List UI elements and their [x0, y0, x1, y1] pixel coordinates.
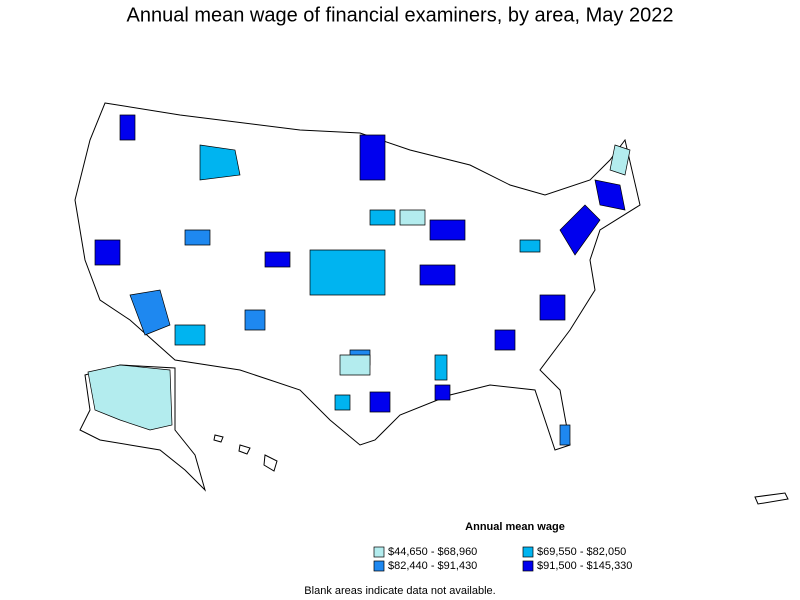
wage-area [429, 219, 466, 241]
wage-area [559, 424, 571, 446]
wage-area [594, 179, 626, 211]
wage-area [399, 209, 426, 226]
wage-area [494, 329, 516, 351]
map-title: Annual mean wage of financial examiners,… [127, 4, 674, 26]
legend-swatch [522, 560, 534, 572]
wage-area [609, 144, 631, 176]
wage-area [174, 324, 206, 346]
legend-swatch [373, 546, 385, 558]
wage-area [369, 391, 391, 413]
legend-swatch [522, 546, 534, 558]
wage-area [539, 294, 566, 321]
map-area [74, 102, 789, 505]
wage-area [264, 251, 291, 268]
wage-area [94, 239, 121, 266]
legend-title: Annual mean wage [465, 521, 565, 533]
wage-area [87, 364, 173, 431]
wage-area [369, 209, 396, 226]
wage-areas [87, 114, 631, 446]
legend-swatch [373, 560, 385, 572]
wage-area [339, 354, 371, 376]
wage-area [519, 239, 541, 253]
wage-area [244, 309, 266, 331]
wage-area [434, 354, 448, 381]
legend-label: $82,440 - $91,430 [388, 560, 477, 572]
wage-area [119, 114, 136, 141]
wage-area [359, 134, 386, 181]
wage-area [434, 384, 451, 401]
wage-area [199, 144, 241, 181]
puerto-rico [754, 492, 789, 505]
wage-area [184, 229, 211, 246]
legend-label: $69,550 - $82,050 [537, 546, 626, 558]
legend-label: $44,650 - $68,960 [388, 546, 477, 558]
legend-label: $91,500 - $145,330 [537, 560, 632, 572]
legend: $44,650 - $68,960 $69,550 - $82,050 $82,44… [373, 546, 632, 572]
wage-area [559, 204, 601, 256]
wage-area [419, 264, 456, 286]
wage-area [129, 289, 171, 336]
hawaii [213, 434, 278, 472]
note: Blank areas indicate data not available. [304, 585, 495, 597]
wage-area [334, 394, 351, 411]
wage-area [309, 249, 386, 296]
